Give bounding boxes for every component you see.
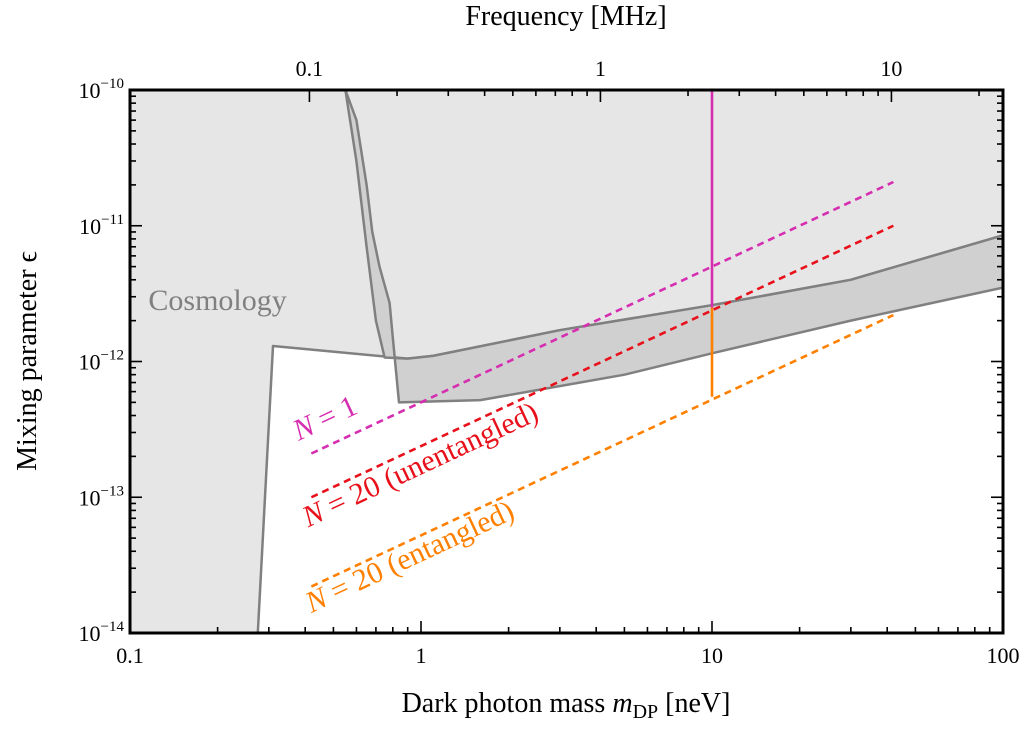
regions-layer (130, 90, 1003, 633)
x-tick-label: 1 (416, 643, 427, 668)
y-axis-label: Mixing parameter ϵ (12, 251, 43, 471)
x2-tick-label: 0.1 (296, 56, 324, 81)
region-label-cosmology: Cosmology (148, 284, 286, 317)
y-tick-label: 10−11 (79, 212, 124, 239)
y-tick-label: 10−14 (79, 619, 125, 646)
y-tick-label: 10−13 (79, 483, 124, 510)
top-axis-label: Frequency [MHz] (465, 1, 666, 32)
x-tick-label: 0.1 (116, 643, 144, 668)
plot-frame (128, 88, 1005, 635)
y-tick-label: 10−10 (79, 76, 124, 103)
y-tick-label: 10−12 (79, 348, 124, 375)
series-layer (310, 90, 894, 588)
x-axis-label: Dark photon mass mDP [neV] (402, 688, 731, 723)
curve-label-0: N = 1 (287, 389, 363, 448)
tick-labels-layer: 0.1 1 10 100 0.1 1 10 10−14 10−13 10−12 10−11 10−10 (79, 56, 1020, 668)
region-excluded-dark (344, 90, 1003, 404)
x-tick-label: 100 (987, 643, 1020, 668)
x2-tick-label: 1 (595, 56, 606, 81)
x2-tick-label: 10 (880, 56, 902, 81)
x-tick-label: 10 (701, 643, 723, 668)
